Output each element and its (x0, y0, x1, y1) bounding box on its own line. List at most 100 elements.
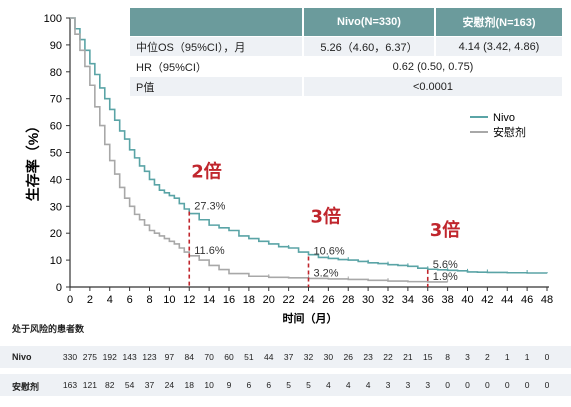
risk-cell: 192 (102, 352, 117, 362)
risk-cell: 84 (184, 352, 194, 362)
risk-cell: 2 (485, 352, 490, 362)
risk-cell: 9 (226, 380, 232, 390)
risk-cell: 275 (82, 352, 97, 362)
risk-cell: 37 (283, 352, 294, 362)
x-tick-label: 28 (342, 294, 354, 306)
x-tick-label: 24 (302, 294, 314, 306)
x-tick-label: 42 (481, 294, 493, 306)
risk-cell: 21 (403, 352, 413, 362)
annotation-placebo-value: 11.6% (194, 245, 225, 257)
risk-cell: 0 (485, 380, 490, 390)
stats-header-nivo: Nivo(N=330) (302, 8, 435, 37)
stats-header-blank (130, 8, 303, 37)
stats-value-p: <0.0001 (302, 76, 562, 97)
x-axis-label: 时间（月） (283, 311, 338, 325)
y-axis-label: 生存率（%） (25, 119, 41, 201)
x-tick-label: 12 (183, 294, 195, 306)
legend-label-nivo: Nivo (493, 112, 515, 124)
risk-cell: 0 (544, 380, 550, 390)
stats-table: Nivo(N=330) 安慰剂(N=163) 中位OS（95%CI），月 5.2… (130, 8, 562, 97)
risk-cell: 37 (144, 380, 155, 390)
x-tick-label: 30 (362, 294, 374, 306)
risk-cell: 0 (524, 380, 530, 390)
risk-row-placebo: 安慰剂 163 121 82 54 37 24 18 10 9 6 6 5 5 4 4 4 3 3 3 0 0 0 0 0 0 (0, 374, 571, 396)
risk-cell: 18 (184, 380, 194, 390)
risk-cell: 5 (286, 380, 291, 390)
risk-cell: 143 (122, 352, 137, 362)
risk-cell: 15 (423, 352, 433, 362)
risk-cell: 6 (266, 380, 272, 390)
risk-cell: 3 (465, 352, 470, 362)
y-tick-label: 90 (50, 40, 62, 52)
risk-cell: 1 (504, 352, 510, 362)
risk-cell: 0 (445, 380, 450, 390)
risk-cell: 5 (306, 380, 311, 390)
risk-cell: 10 (204, 380, 214, 390)
y-tick-label: 20 (50, 228, 62, 240)
risk-cell: 60 (224, 352, 234, 362)
y-tick-label: 50 (50, 148, 62, 160)
y-tick-label: 10 (50, 255, 62, 267)
risk-cell: 3 (405, 380, 411, 390)
annotation-nivo-value: 10.6% (314, 245, 345, 257)
risk-cell: 70 (204, 352, 214, 362)
risk-cell: 30 (323, 352, 334, 362)
risk-row-nivo: Nivo 330 275 192 143 123 97 84 70 60 51 44 37 32 30 26… (0, 346, 571, 368)
x-tick-label: 18 (243, 294, 255, 306)
risk-cell: 32 (303, 352, 314, 362)
risk-cell: 8 (445, 352, 450, 362)
risk-cell: 4 (365, 380, 371, 390)
y-tick-label: 30 (50, 201, 62, 213)
risk-table-title: 处于风险的患者数 (12, 324, 85, 334)
risk-cell: 123 (142, 352, 157, 362)
series-layer (70, 17, 548, 283)
annotation-placebo-value: 1.9% (433, 271, 458, 283)
risk-cell: 0 (504, 380, 510, 390)
risk-cell: 4 (326, 380, 331, 390)
x-tick-label: 48 (541, 294, 553, 306)
risk-cell: 26 (343, 352, 353, 362)
risk-cell: 163 (62, 380, 78, 390)
annotation-placebo-value: 3.2% (314, 267, 339, 279)
annotation-ratio: 2倍 (191, 161, 222, 183)
risk-cell: 3 (385, 380, 391, 390)
x-tick-label: 6 (127, 294, 133, 306)
y-tick-label: 70 (50, 94, 62, 106)
y-tick-label: 80 (50, 67, 62, 79)
x-tick-label: 16 (223, 294, 235, 306)
risk-row-name: 安慰剂 (12, 382, 40, 392)
x-tick-label: 2 (87, 294, 93, 306)
annotation-ratio: 3倍 (430, 219, 461, 241)
x-tick-label: 22 (283, 294, 295, 306)
risk-cell: 121 (82, 380, 97, 390)
stats-label: P值 (130, 76, 303, 97)
x-tick-label: 10 (163, 294, 175, 306)
y-tick-label: 0 (56, 282, 62, 294)
y-tick-label: 60 (50, 121, 62, 133)
y-tick-label: 100 (44, 13, 62, 25)
risk-row-name: Nivo (12, 352, 32, 362)
stats-header-row: Nivo(N=330) 安慰剂(N=163) (130, 8, 562, 37)
risk-cell: 3 (425, 380, 431, 390)
risk-cell: 54 (124, 380, 135, 390)
x-tick-label: 14 (203, 294, 215, 306)
risk-cell: 330 (62, 352, 78, 362)
x-tick-label: 4 (107, 294, 113, 306)
annotation-layer: 27.3% 11.6% 2倍 10.6% 3.2% 3倍 5.6%1.9% 3倍 (188, 161, 461, 287)
risk-cell: 6 (246, 380, 252, 390)
risk-cell: 0 (544, 352, 550, 362)
stats-row-median-os: 中位OS（95%CI），月 5.26（4.60，6.37） 4.14 (3.42… (130, 36, 562, 57)
x-tick-label: 46 (521, 294, 533, 306)
risk-cell: 23 (363, 352, 373, 362)
x-tick-label: 26 (322, 294, 334, 306)
x-tick-label: 44 (501, 294, 513, 306)
stats-label: HR（95%CI） (130, 56, 303, 77)
stats-row-p: P值 <0.0001 (130, 76, 562, 97)
stats-value-nivo: 5.26（4.60，6.37） (302, 36, 435, 57)
risk-cell: 97 (164, 352, 175, 362)
stats-value-hr: 0.62 (0.50, 0.75) (302, 56, 562, 77)
stats-header-placebo: 安慰剂(N=163) (434, 8, 562, 37)
